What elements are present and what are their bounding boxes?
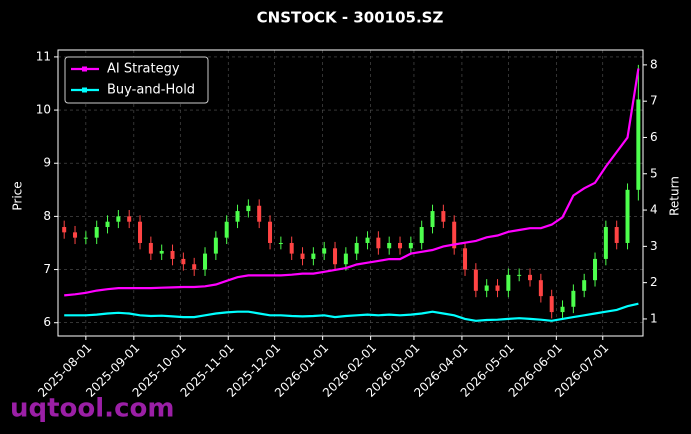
candle-body	[181, 258, 186, 265]
y2-tick-label: 3	[650, 239, 658, 253]
candle-body	[311, 253, 316, 259]
candle-body	[354, 242, 359, 254]
candle-body	[473, 269, 478, 291]
candle-body	[246, 205, 251, 212]
candle-body	[398, 242, 403, 249]
candle-body	[268, 221, 273, 243]
candle-body	[517, 274, 522, 276]
watermark: uqtool.com	[10, 394, 174, 424]
y-axis-label: Price	[11, 181, 25, 210]
candle-body	[257, 205, 262, 222]
candle-body	[105, 221, 110, 228]
candle-body	[192, 264, 197, 270]
candle-body	[582, 280, 587, 291]
candle-body	[549, 296, 554, 313]
candle-body	[528, 274, 533, 281]
candle-body	[538, 280, 543, 297]
y2-tick-label: 7	[650, 94, 658, 108]
legend-marker	[82, 66, 87, 72]
candle-body	[484, 285, 489, 291]
candle-body	[213, 237, 218, 254]
candle-body	[343, 253, 348, 265]
candle-body	[148, 242, 153, 254]
candle-body	[333, 248, 338, 265]
candle-body	[614, 227, 619, 243]
candle-body	[289, 242, 294, 254]
candle-body	[62, 227, 67, 233]
y2-tick-label: 6	[650, 130, 658, 144]
candle-body	[300, 253, 305, 259]
candle-body	[571, 290, 576, 307]
legend-marker	[82, 87, 87, 93]
candle-body	[322, 248, 327, 254]
candle-body	[625, 189, 630, 243]
candle-body	[593, 258, 598, 281]
candle-body	[495, 285, 500, 291]
legend-label: AI Strategy	[107, 62, 180, 77]
candle-body	[203, 253, 208, 270]
y-tick-label: 10	[36, 103, 51, 117]
chart-title: CNSTOCK - 300105.SZ	[257, 9, 444, 27]
y-tick-label: 6	[43, 315, 51, 329]
candle-body	[560, 306, 565, 313]
candle-body	[235, 211, 240, 222]
candle-body	[603, 227, 608, 259]
y-tick-label: 9	[43, 156, 51, 170]
candle-body	[376, 237, 381, 249]
y-tick-label: 8	[43, 209, 51, 223]
candle-body	[224, 221, 229, 238]
candle-body	[365, 237, 370, 243]
candle-body	[408, 242, 413, 249]
y2-tick-label: 2	[650, 275, 658, 289]
y-tick-label: 11	[36, 49, 51, 63]
candle-body	[441, 211, 446, 222]
candle-body	[127, 216, 132, 222]
candle-body	[430, 211, 435, 228]
candle-body	[170, 250, 175, 259]
y2-tick-label: 8	[650, 57, 658, 71]
candle-body	[116, 216, 121, 222]
y-tick-label: 7	[43, 262, 51, 276]
candle-body	[506, 274, 511, 291]
y2-tick-label: 1	[650, 311, 658, 325]
candle-body	[463, 248, 468, 270]
candle-body	[387, 242, 392, 249]
candle-body	[73, 232, 78, 238]
candle-body	[83, 237, 88, 239]
candle-body	[278, 242, 283, 244]
candle-body	[94, 227, 99, 238]
series-line	[64, 68, 640, 297]
series-line	[64, 302, 639, 322]
candle-body	[452, 221, 457, 249]
candle-body	[419, 227, 424, 243]
y2-axis-label: Return	[668, 176, 682, 216]
legend-label: Buy-and-Hold	[107, 83, 195, 98]
y2-tick-label: 4	[650, 203, 658, 217]
candle-body	[636, 99, 641, 190]
plot-frame	[57, 49, 644, 337]
y2-tick-label: 5	[650, 166, 658, 180]
legend-box	[64, 56, 209, 104]
candle-body	[138, 221, 143, 243]
candle-body	[159, 250, 164, 254]
